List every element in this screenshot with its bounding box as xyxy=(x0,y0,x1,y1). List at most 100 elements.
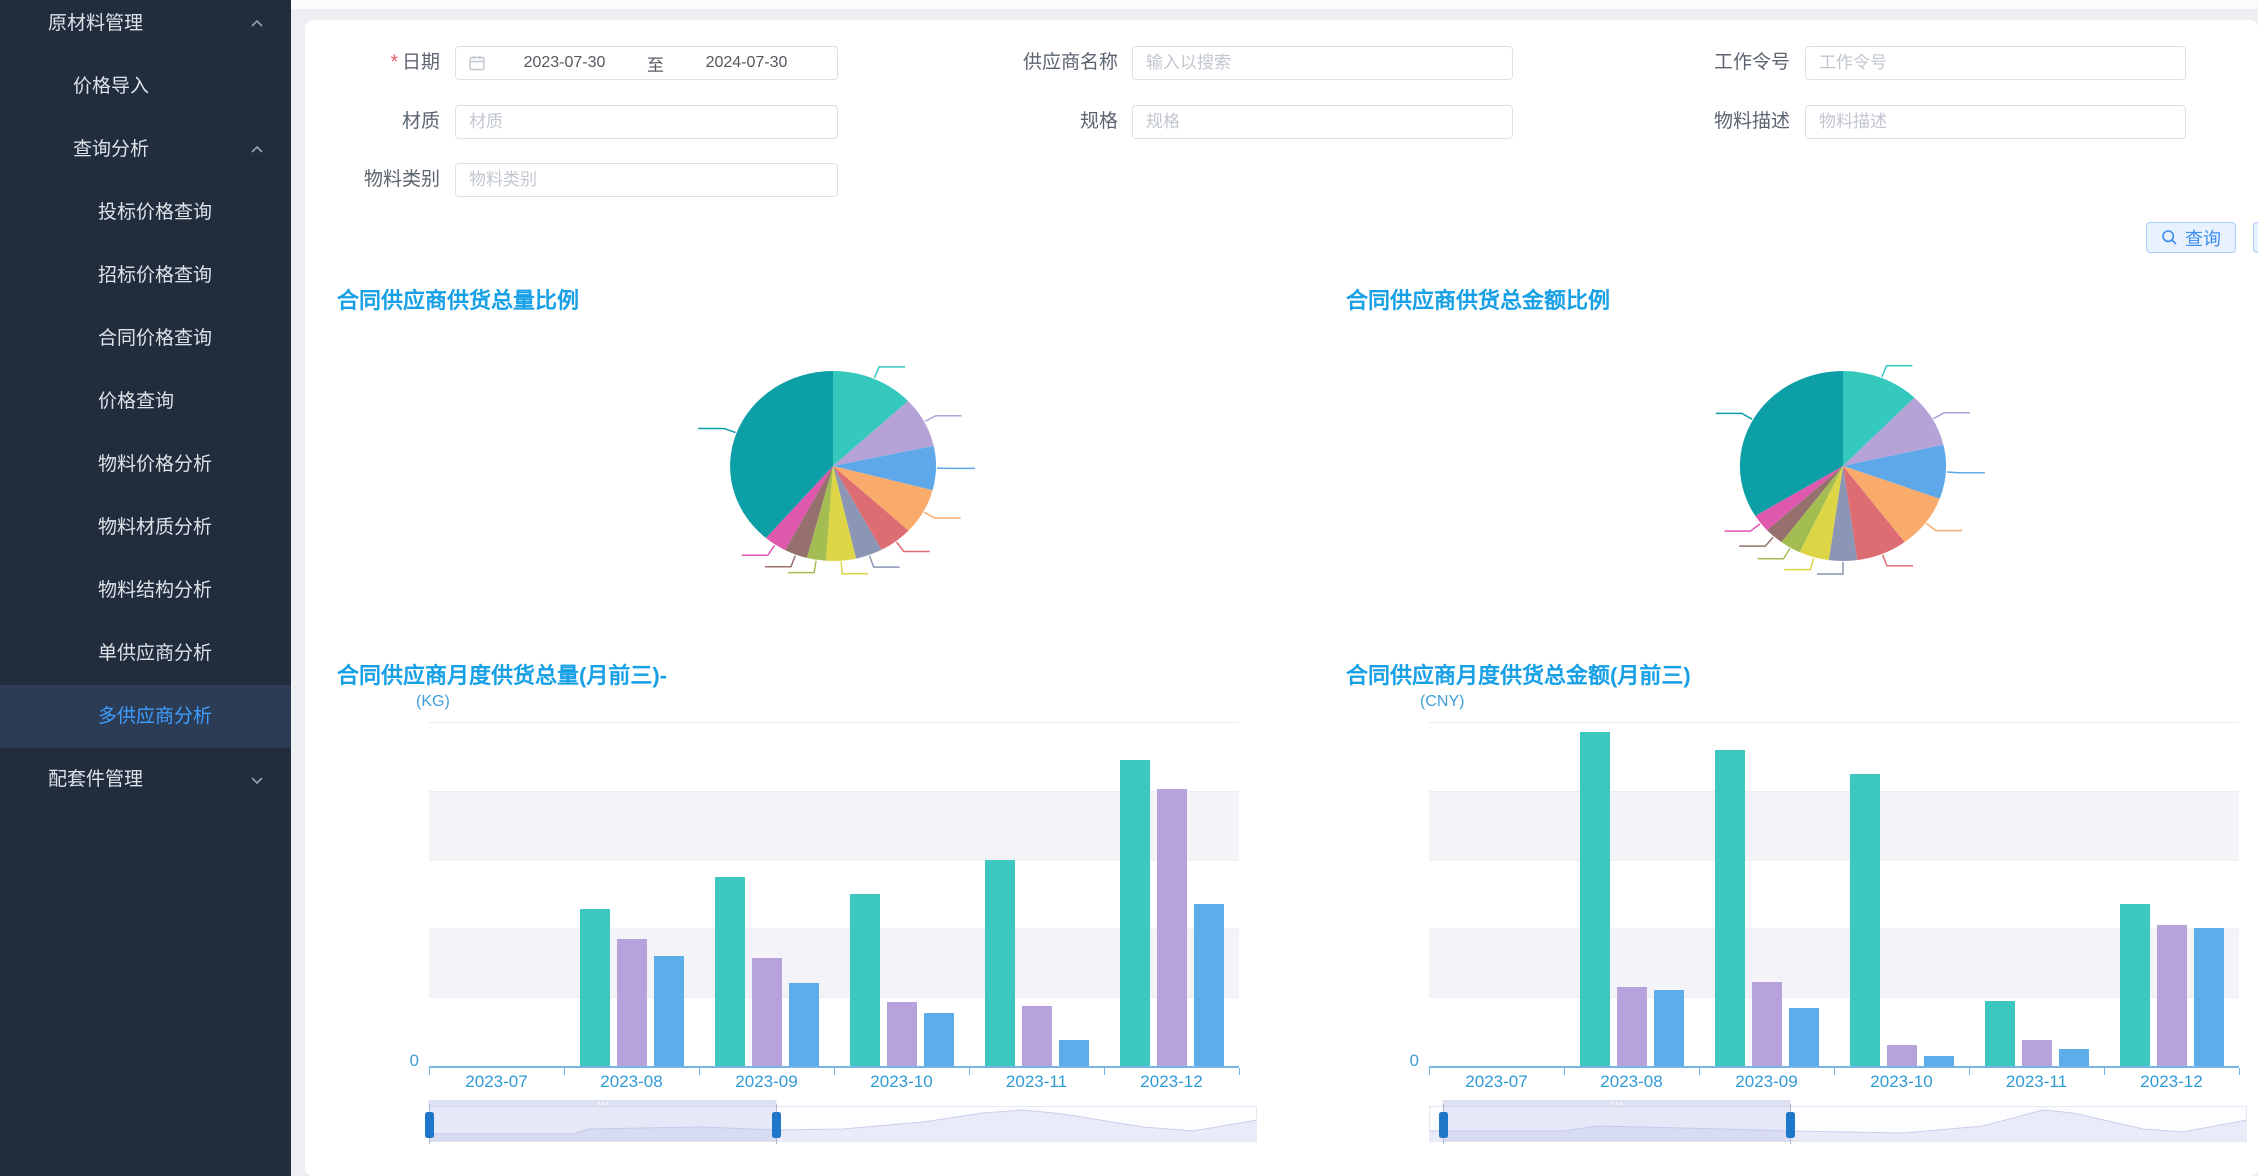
sidebar-item[interactable]: 物料结构分析 xyxy=(0,559,291,622)
pie-label-line xyxy=(765,555,797,568)
bar xyxy=(2193,928,2224,1066)
y-axis-zero-label: 0 xyxy=(1409,1051,1419,1070)
spec-input[interactable] xyxy=(1132,105,1513,139)
datazoom-window[interactable] xyxy=(429,1106,776,1142)
sidebar-item[interactable]: 多供应商分析 xyxy=(0,685,291,748)
datazoom-window[interactable] xyxy=(1443,1106,1790,1142)
date-label: * 日期 xyxy=(390,52,440,73)
bar xyxy=(984,859,1015,1066)
bar-group xyxy=(564,722,699,1066)
datazoom-handle-right[interactable] xyxy=(772,1112,781,1138)
query-button[interactable]: 查询 xyxy=(2146,222,2236,253)
datazoom-slider-amount[interactable] xyxy=(1423,1100,2258,1146)
date-start[interactable]: 2023-07-30 xyxy=(523,54,606,71)
sidebar-item[interactable]: 招标价格查询 xyxy=(0,244,291,307)
pie-slice xyxy=(833,466,882,559)
pie-slice xyxy=(785,466,833,558)
pie-label-line xyxy=(741,544,776,557)
sidebar-item-label: 合同价格查询 xyxy=(98,328,213,349)
x-axis-label: 2023-07 xyxy=(465,1072,528,1091)
supplier-input[interactable] xyxy=(1132,46,1513,80)
chevron-down-icon xyxy=(251,777,263,785)
sidebar-item-label: 物料材质分析 xyxy=(98,517,213,538)
datazoom-handle-left[interactable] xyxy=(1439,1112,1448,1138)
x-axis-label: 2023-08 xyxy=(600,1072,663,1091)
pie-label-line xyxy=(1817,562,1844,575)
bar xyxy=(1751,981,1782,1066)
sidebar-item[interactable]: 投标价格查询 xyxy=(0,181,291,244)
date-end[interactable]: 2024-07-30 xyxy=(705,54,788,71)
bar xyxy=(1579,732,1610,1066)
bar-group xyxy=(1564,722,1699,1066)
material-category-input[interactable] xyxy=(455,163,838,197)
bar-group xyxy=(1429,722,1564,1066)
bar xyxy=(1616,986,1647,1066)
sidebar-item[interactable]: 查询分析 xyxy=(0,118,291,181)
bar xyxy=(1156,789,1187,1066)
sidebar-item[interactable]: 合同价格查询 xyxy=(0,307,291,370)
pie-slice xyxy=(833,466,909,550)
sidebar-item[interactable]: 物料价格分析 xyxy=(0,433,291,496)
main-card: *日期 2023-07-30 至 2024-07-30 供应商名称 工作令号 材… xyxy=(305,20,2258,1176)
pie-slice xyxy=(1843,371,1915,466)
bar-group xyxy=(1104,722,1239,1066)
bar xyxy=(579,909,610,1066)
work-order-label: 工作令号 xyxy=(1713,52,1790,73)
bar xyxy=(849,894,880,1066)
work-order-input[interactable] xyxy=(1805,46,2186,80)
pie-label-line xyxy=(923,511,961,519)
sidebar: 原材料管理 价格导入 查询分析 投标价格查询 招标价格查询合同价格查询价格查询 物料价格分… xyxy=(0,0,291,1176)
sidebar-item[interactable]: 价格查询 xyxy=(0,370,291,433)
sidebar-item-label: 单供应商分析 xyxy=(98,643,213,664)
material-desc-input[interactable] xyxy=(1805,105,2186,139)
pie-slice xyxy=(1781,466,1843,553)
sidebar-item[interactable]: 单供应商分析 xyxy=(0,622,291,685)
bar-quantity-unit: (KG) xyxy=(416,693,450,710)
sidebar-item[interactable]: 原材料管理 xyxy=(0,0,291,55)
bar xyxy=(616,938,647,1066)
bar xyxy=(1119,759,1150,1066)
pie-slice xyxy=(1843,466,1905,561)
bar-group xyxy=(834,722,969,1066)
pie-slice xyxy=(1843,444,1947,499)
bar xyxy=(886,1002,917,1066)
pie-slice xyxy=(833,466,933,531)
bar xyxy=(1714,749,1745,1066)
pie-label-line xyxy=(1933,412,1970,420)
sidebar-item[interactable]: 价格导入 xyxy=(0,55,291,118)
datazoom-handle-left[interactable] xyxy=(425,1112,434,1138)
pie-label-line xyxy=(1757,548,1791,560)
partial-button[interactable] xyxy=(2253,222,2258,253)
pie-label-line xyxy=(873,366,906,379)
axis-tick xyxy=(563,1068,565,1075)
calendar-icon xyxy=(469,56,485,71)
pie-label-line xyxy=(1715,412,1753,420)
material-category-label: 物料类别 xyxy=(363,169,440,190)
required-asterisk: * xyxy=(390,52,398,73)
bar-group xyxy=(699,722,834,1066)
axis-tick xyxy=(1834,1068,1835,1075)
date-range-input[interactable]: 2023-07-30 至 2024-07-30 xyxy=(455,46,838,80)
sidebar-item[interactable]: 配套件管理 xyxy=(0,748,291,811)
x-axis-label: 2023-10 xyxy=(1870,1072,1933,1091)
axis-tick xyxy=(1239,1068,1240,1075)
pie-slice xyxy=(1739,371,1843,516)
bar xyxy=(653,955,684,1066)
y-axis-zero-label: 0 xyxy=(409,1051,419,1070)
axis-tick xyxy=(698,1068,700,1075)
pie-slice xyxy=(806,466,833,561)
pie-label-line xyxy=(1881,365,1913,378)
axis-tick xyxy=(429,1068,430,1075)
axis-tick xyxy=(1698,1068,1700,1075)
bar xyxy=(1788,1007,1819,1066)
datazoom-slider-quantity[interactable] xyxy=(423,1100,1269,1146)
bar-group xyxy=(969,722,1104,1066)
x-axis-labels-amount: 2023-07 2023-08 2023-09 2023-10 2023-11 2023-… xyxy=(1429,1072,2239,1092)
bar xyxy=(2058,1048,2089,1066)
sidebar-item[interactable]: 物料材质分析 xyxy=(0,496,291,559)
datazoom-handle-right[interactable] xyxy=(1786,1112,1795,1138)
bar xyxy=(1058,1040,1089,1066)
material-input[interactable] xyxy=(455,105,838,139)
axis-tick xyxy=(1968,1068,1970,1075)
pie-slice xyxy=(1767,466,1843,543)
